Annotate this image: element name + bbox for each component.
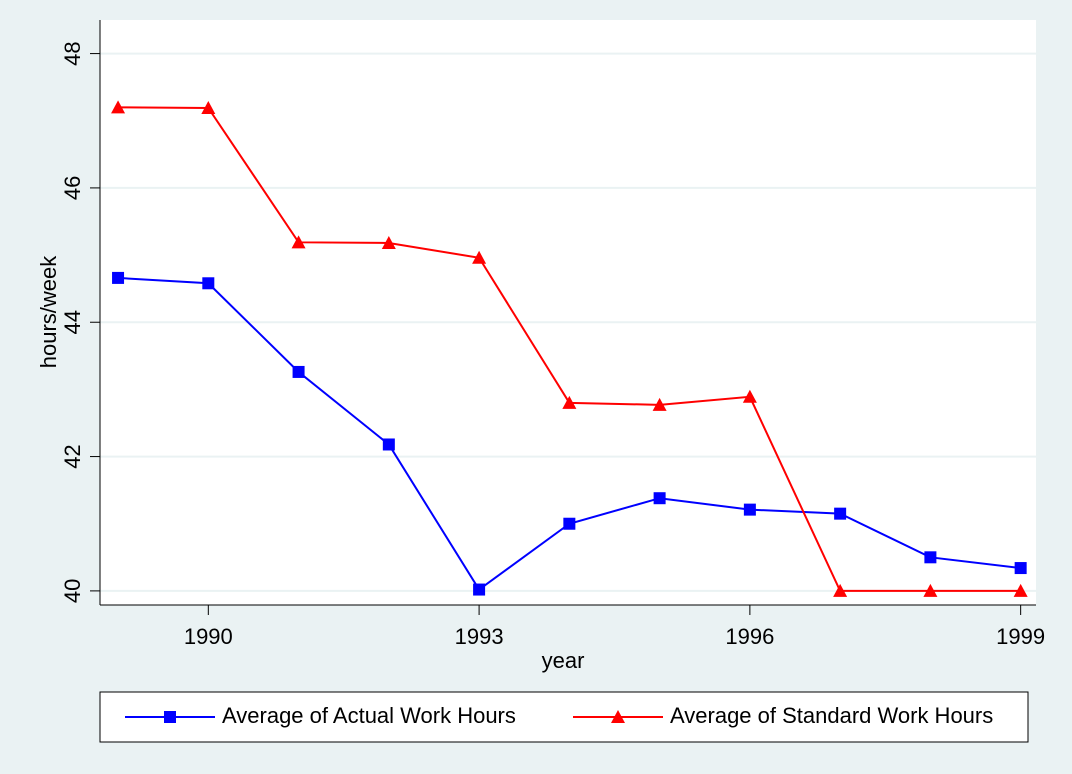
x-tick-label: 1996 xyxy=(725,624,774,649)
y-tick-label: 46 xyxy=(60,176,85,200)
marker xyxy=(292,365,305,378)
legend-box xyxy=(99,691,1029,743)
marker xyxy=(1014,562,1027,575)
marker xyxy=(291,235,306,249)
marker xyxy=(743,503,756,516)
y-tick-label: 42 xyxy=(60,444,85,468)
marker xyxy=(111,100,126,114)
y-tick-label: 44 xyxy=(60,310,85,334)
y-axis-label: hours/week xyxy=(36,255,61,369)
y-tick-label: 48 xyxy=(60,41,85,65)
marker xyxy=(472,250,487,264)
marker xyxy=(563,517,576,530)
legend-marker xyxy=(611,710,625,723)
marker xyxy=(201,100,216,114)
marker xyxy=(834,507,847,520)
x-tick-label: 1990 xyxy=(184,624,233,649)
x-axis-label: year xyxy=(542,648,585,673)
marker xyxy=(112,271,125,284)
legend-label: Average of Actual Work Hours xyxy=(222,703,516,728)
marker xyxy=(382,438,395,451)
marker xyxy=(202,277,215,290)
y-tick-label: 40 xyxy=(60,579,85,603)
plot-area xyxy=(100,20,1036,605)
marker xyxy=(653,492,666,505)
x-tick-label: 1999 xyxy=(996,624,1045,649)
marker xyxy=(652,397,667,411)
legend-marker xyxy=(164,711,176,723)
marker xyxy=(562,395,577,409)
marker xyxy=(1013,583,1028,597)
marker xyxy=(833,583,848,597)
x-tick-label: 1993 xyxy=(455,624,504,649)
marker xyxy=(742,389,757,403)
marker xyxy=(923,583,938,597)
legend-label: Average of Standard Work Hours xyxy=(670,703,993,728)
marker xyxy=(381,235,396,249)
marker xyxy=(924,551,937,564)
marker xyxy=(473,583,486,596)
